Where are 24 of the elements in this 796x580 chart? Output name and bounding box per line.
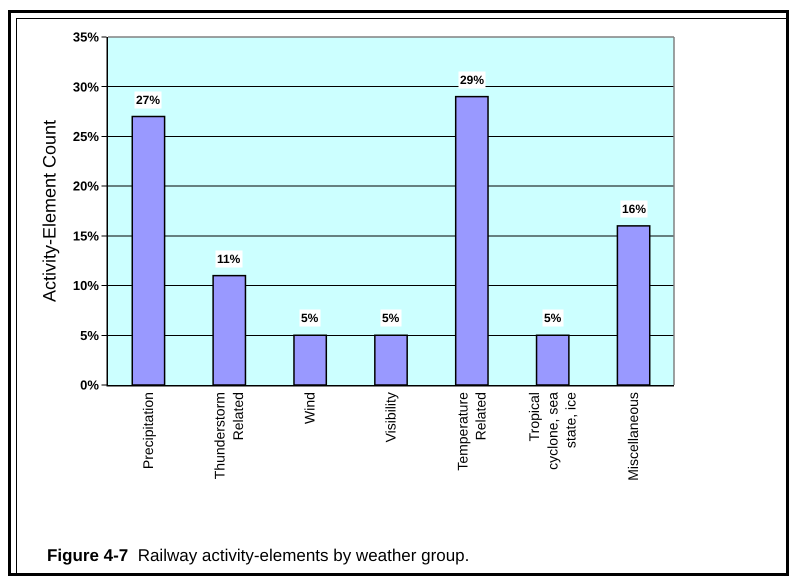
y-tick-label: 30% [72, 79, 100, 94]
x-tick-label: Tropical cyclone, sea state, ice [526, 392, 578, 470]
data-label: 27% [136, 93, 160, 107]
y-tick-label: 20% [72, 178, 100, 194]
data-label: 5% [544, 311, 562, 325]
y-tick-label: 15% [72, 228, 100, 244]
y-axis-title: Activity-Element Count [39, 120, 60, 302]
x-tick-label: Visibility [382, 392, 399, 442]
y-tick-label: 5% [80, 328, 100, 343]
x-tick-label: Miscellaneous [625, 392, 642, 481]
x-tick-label: Temperature Related [454, 392, 489, 471]
y-tick-label: 0% [80, 378, 100, 393]
data-label: 29% [460, 73, 484, 87]
x-tick-label: Precipitation [140, 392, 156, 470]
data-label: 5% [301, 311, 319, 325]
caption: Figure 4-7 Railway activity-elements by weather group. [47, 546, 470, 565]
data-label: 11% [217, 252, 241, 266]
data-label: 5% [382, 311, 400, 325]
x-tick-label: Thunderstorm Related [212, 392, 246, 480]
y-tick-label: 10% [72, 278, 100, 294]
x-tick-label: Wind [302, 392, 318, 424]
y-tick-label: 35% [72, 30, 100, 45]
data-label: 16% [622, 202, 646, 216]
y-tick-label: 25% [72, 128, 100, 144]
